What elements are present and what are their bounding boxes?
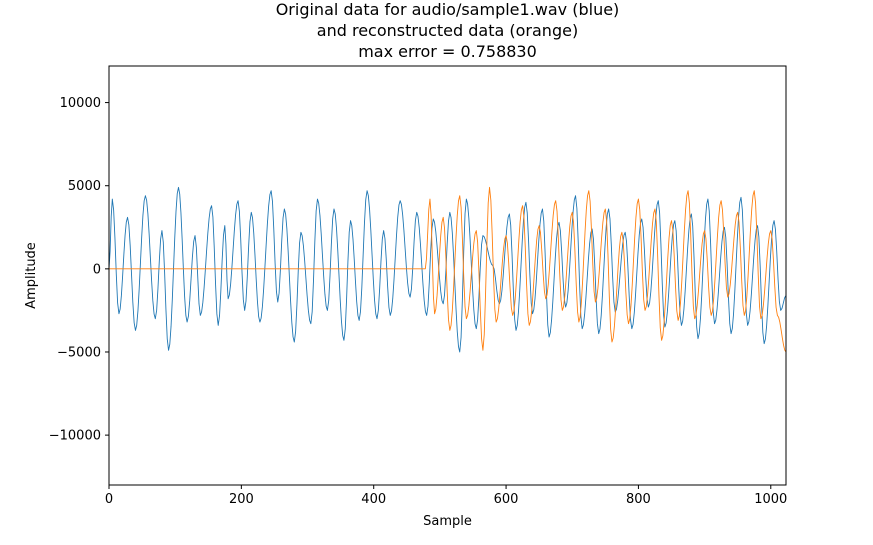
x-tick-label: 0 [105, 492, 113, 507]
x-tick-label: 800 [626, 492, 651, 507]
series-layer [109, 186, 786, 353]
y-tick-label: −5000 [57, 345, 101, 360]
x-axis: 0 200 400 600 800 1000 [105, 485, 787, 507]
y-tick-label: 0 [93, 262, 101, 277]
x-tick-label: 400 [361, 492, 386, 507]
y-axis-label: Amplitude [24, 242, 39, 309]
x-tick-label: 200 [229, 492, 254, 507]
x-tick-label: 600 [494, 492, 519, 507]
y-tick-label: 5000 [68, 179, 101, 194]
x-tick-label: 1000 [754, 492, 787, 507]
chart-title-line-2: and reconstructed data (orange) [317, 21, 578, 40]
x-axis-label: Sample [423, 514, 472, 529]
chart-title-line-1: Original data for audio/sample1.wav (blu… [276, 0, 620, 19]
y-tick-label: 10000 [60, 96, 101, 111]
y-axis: −10000 −5000 0 5000 10000 [49, 96, 109, 444]
series-line-reconstructed [109, 186, 786, 353]
plot-area-frame [108, 65, 787, 486]
chart-title-line-3: max error = 0.758830 [358, 42, 537, 61]
y-tick-label: −10000 [49, 429, 101, 444]
